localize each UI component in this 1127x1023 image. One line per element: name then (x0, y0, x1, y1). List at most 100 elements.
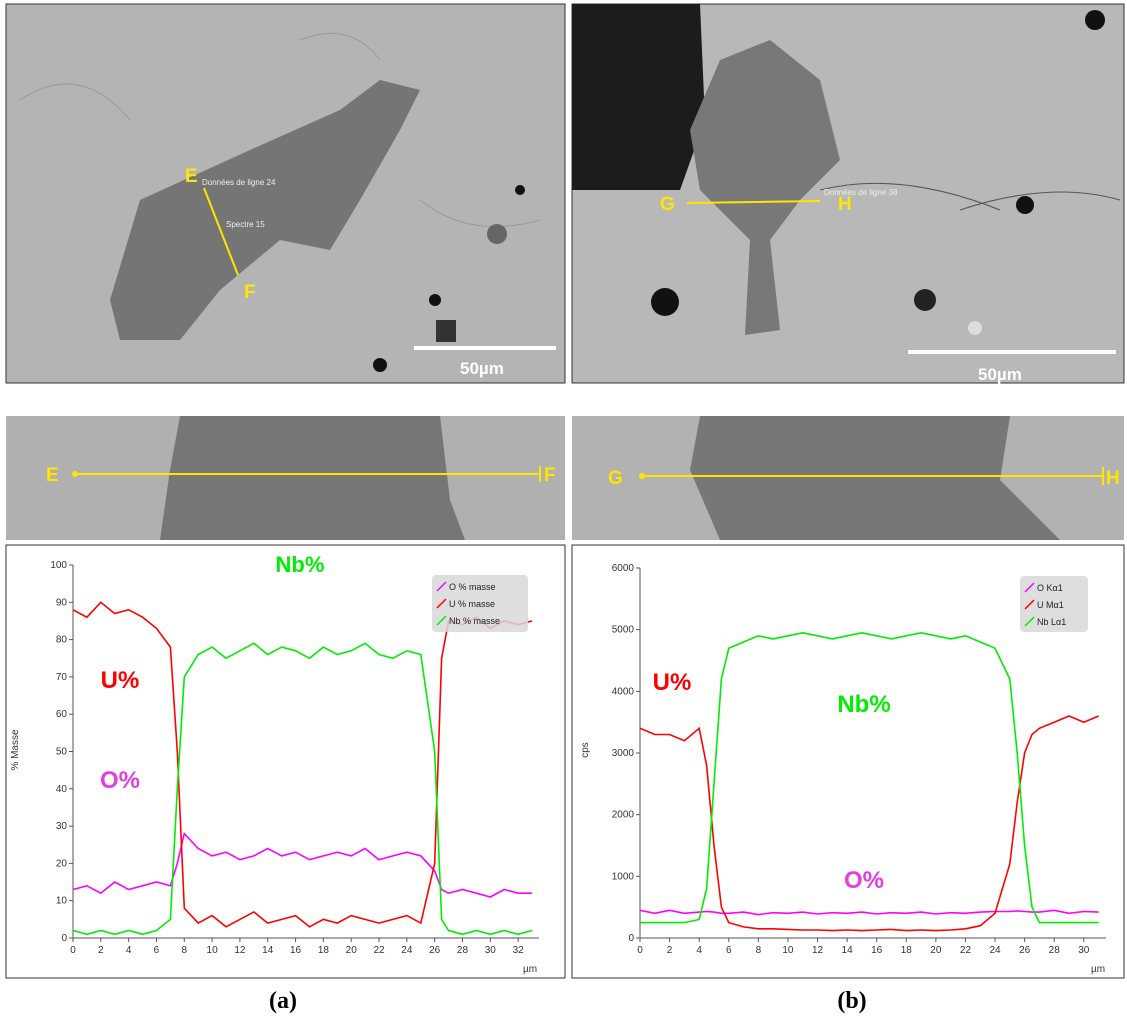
x-tick-label: 2 (667, 945, 673, 956)
x-tick-label: 20 (930, 945, 942, 956)
line-label: Données de ligne 38 (824, 188, 898, 197)
x-tick-label: 10 (782, 945, 794, 956)
x-tick-label: 6 (726, 945, 732, 956)
legend-label: U Mα1 (1037, 600, 1064, 610)
x-axis-label: µm (523, 964, 537, 975)
point-label: H (838, 194, 852, 215)
y-tick-label: 1000 (612, 871, 635, 882)
annotation: O% (844, 867, 884, 894)
caption: (b) (837, 988, 866, 1014)
x-tick-label: 4 (696, 945, 702, 956)
legend-swatch (1024, 582, 1035, 593)
x-tick-label: 12 (234, 945, 246, 956)
legend-label: Nb Lα1 (1037, 617, 1066, 627)
point-label: F (244, 282, 256, 303)
series-line (639, 715, 1099, 932)
x-tick-label: 8 (756, 945, 762, 956)
x-axis-label: µm (1091, 964, 1105, 975)
legend-swatch (436, 615, 447, 626)
sem-image: G H Données de ligne 38 50µm (571, 3, 1125, 384)
point-label: F (544, 465, 556, 486)
y-tick-label: 60 (56, 709, 68, 720)
x-tick-label: 30 (485, 945, 497, 956)
scale-bar-label: 50µm (460, 359, 504, 378)
legend-swatch (1024, 616, 1035, 627)
y-tick-label: 10 (56, 896, 68, 907)
legend-swatch (436, 581, 447, 592)
y-axis-label: cps (580, 742, 591, 758)
x-tick-label: 26 (1019, 945, 1031, 956)
x-tick-label: 22 (960, 945, 972, 956)
x-tick-label: 14 (262, 945, 274, 956)
point-label: H (1106, 468, 1120, 489)
x-tick-label: 24 (401, 945, 413, 956)
x-tick-label: 8 (182, 945, 188, 956)
x-tick-label: 14 (842, 945, 854, 956)
annotation: U% (101, 667, 140, 694)
spectrum-label: Spectre 15 (226, 220, 265, 229)
x-tick-label: 16 (871, 945, 883, 956)
x-tick-label: 0 (70, 945, 76, 956)
legend-label: O % masse (449, 582, 496, 592)
x-tick-label: 28 (1049, 945, 1061, 956)
x-tick-label: 18 (901, 945, 913, 956)
y-axis-label: % Masse (10, 729, 21, 771)
y-tick-label: 20 (56, 858, 68, 869)
legend-box (432, 575, 528, 632)
x-tick-label: 6 (154, 945, 160, 956)
series-line (72, 642, 533, 936)
series-line (72, 831, 532, 898)
legend-box (1020, 576, 1088, 632)
x-tick-label: 2 (98, 945, 104, 956)
y-tick-label: 5000 (612, 625, 635, 636)
y-tick-label: 4000 (612, 686, 635, 697)
x-tick-label: 10 (207, 945, 219, 956)
point-label: E (46, 465, 59, 486)
x-tick-label: 24 (989, 945, 1001, 956)
x-tick-label: 30 (1078, 945, 1090, 956)
legend-label: U % masse (449, 599, 495, 609)
scale-bar-label: 50µm (978, 365, 1022, 384)
x-tick-label: 20 (346, 945, 358, 956)
x-tick-label: 22 (373, 945, 385, 956)
x-tick-label: 18 (318, 945, 330, 956)
y-tick-label: 3000 (612, 748, 635, 759)
y-tick-label: 100 (50, 560, 67, 571)
x-tick-label: 4 (126, 945, 132, 956)
y-tick-label: 50 (56, 747, 68, 758)
legend-label: Nb % masse (449, 616, 500, 626)
legend-swatch (1024, 599, 1035, 610)
y-tick-label: 80 (56, 635, 68, 646)
x-tick-label: 32 (513, 945, 525, 956)
y-tick-label: 2000 (612, 810, 635, 821)
x-tick-label: 26 (429, 945, 441, 956)
y-tick-label: 90 (56, 597, 68, 608)
caption: (a) (269, 988, 297, 1014)
point-label: G (608, 468, 623, 489)
legend: O Kα1 U Mα1 Nb Lα1 (1020, 576, 1088, 632)
sem-image: E F Données de ligne 24 Spectre 15 50µm (5, 3, 566, 384)
line-strip: G H (572, 416, 1124, 540)
annotation: Nb% (837, 691, 890, 718)
y-tick-label: 6000 (612, 563, 635, 574)
annotation: O% (100, 767, 140, 794)
line-label: Données de ligne 24 (202, 178, 276, 187)
y-tick-label: 0 (61, 933, 67, 944)
y-tick-label: 70 (56, 672, 68, 683)
series-line (640, 631, 1099, 924)
x-tick-label: 0 (637, 945, 643, 956)
legend-swatch (436, 598, 447, 609)
x-tick-label: 16 (290, 945, 302, 956)
y-tick-label: 30 (56, 821, 68, 832)
legend-label: O Kα1 (1037, 583, 1063, 593)
point-label: G (660, 194, 675, 215)
annotation: U% (653, 669, 692, 696)
annotation: Nb% (276, 552, 325, 577)
line-strip: E F (6, 416, 565, 540)
series-line (639, 909, 1099, 916)
legend: O % masse U % masse Nb % masse (432, 575, 528, 632)
x-tick-label: 28 (457, 945, 469, 956)
point-label: E (185, 166, 198, 187)
